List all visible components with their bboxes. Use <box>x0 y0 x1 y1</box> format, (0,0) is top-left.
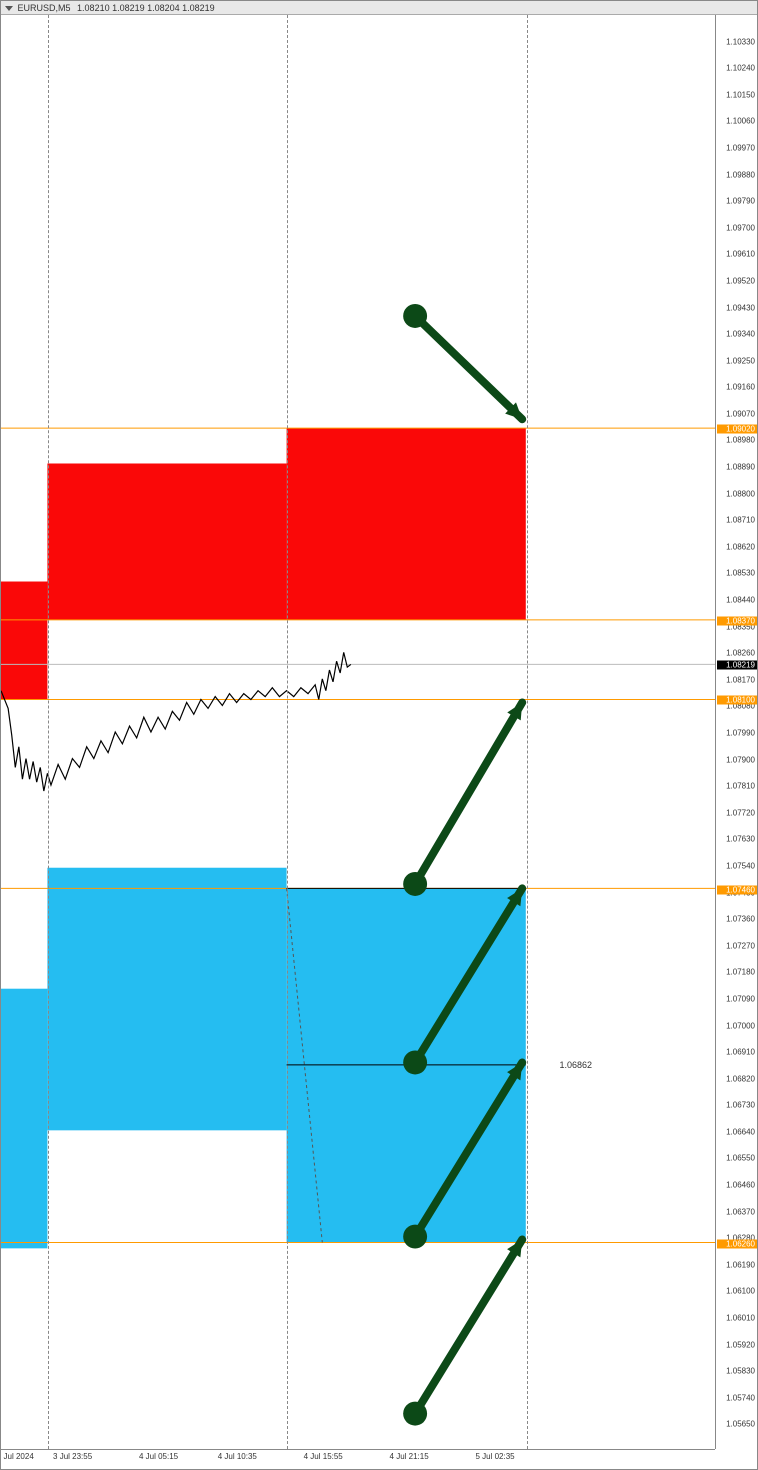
y-tick-label: 1.07180 <box>726 968 755 977</box>
y-axis: 1.10330 1.10240 1.10150 1.10060 1.09970 1.098… <box>715 15 757 1449</box>
y-tick-label: 1.09700 <box>726 223 755 232</box>
y-tick-label: 1.05920 <box>726 1340 755 1349</box>
y-tick-label: 1.06730 <box>726 1101 755 1110</box>
price-tag: 1.08219 <box>717 661 757 670</box>
x-tick-label: 5 Jul 02:35 <box>475 1452 514 1461</box>
y-tick-label: 1.09340 <box>726 330 755 339</box>
y-tick-label: 1.07270 <box>726 941 755 950</box>
x-axis: 3 Jul 2024 3 Jul 23:55 4 Jul 05:15 4 Jul 10… <box>1 1449 715 1469</box>
y-tick-label: 1.09790 <box>726 197 755 206</box>
y-tick-label: 1.08530 <box>726 569 755 578</box>
y-tick-label: 1.10330 <box>726 37 755 46</box>
grid-vertical <box>287 15 288 1449</box>
y-tick-label: 1.06100 <box>726 1287 755 1296</box>
y-tick-label: 1.10240 <box>726 64 755 73</box>
y-tick-label: 1.09520 <box>726 276 755 285</box>
chart-svg <box>1 15 715 1449</box>
y-tick-label: 1.05740 <box>726 1393 755 1402</box>
y-tick-label: 1.06640 <box>726 1127 755 1136</box>
y-tick-label: 1.06820 <box>726 1074 755 1083</box>
y-tick-label: 1.05650 <box>726 1420 755 1429</box>
y-tick-label: 1.05830 <box>726 1367 755 1376</box>
y-tick-label: 1.06460 <box>726 1181 755 1190</box>
ohlc-label: 1.08210 1.08219 1.08204 1.08219 <box>77 3 215 13</box>
chart-annotation-label: 1.06862 <box>559 1060 592 1070</box>
y-tick-label: 1.07540 <box>726 861 755 870</box>
y-tick-label: 1.09970 <box>726 143 755 152</box>
symbol-dropdown-icon[interactable] <box>5 6 13 11</box>
price-tag: 1.08100 <box>717 696 757 705</box>
y-tick-label: 1.10150 <box>726 90 755 99</box>
y-tick-label: 1.06550 <box>726 1154 755 1163</box>
x-tick-label: 4 Jul 10:35 <box>218 1452 257 1461</box>
y-tick-label: 1.07720 <box>726 808 755 817</box>
y-tick-label: 1.07000 <box>726 1021 755 1030</box>
y-tick-label: 1.07360 <box>726 915 755 924</box>
symbol-label: EURUSD,M5 <box>18 3 71 13</box>
y-tick-label: 1.08800 <box>726 489 755 498</box>
y-tick-label: 1.06190 <box>726 1260 755 1269</box>
chart-container: EURUSD,M5 1.08210 1.08219 1.08204 1.0821… <box>0 0 758 1470</box>
price-tag: 1.07460 <box>717 885 757 894</box>
y-tick-label: 1.06370 <box>726 1207 755 1216</box>
y-tick-label: 1.08980 <box>726 436 755 445</box>
x-tick-label: 4 Jul 15:55 <box>304 1452 343 1461</box>
y-tick-label: 1.08890 <box>726 463 755 472</box>
y-tick-label: 1.10060 <box>726 117 755 126</box>
chart-header: EURUSD,M5 1.08210 1.08219 1.08204 1.0821… <box>1 1 757 15</box>
price-tag: 1.08370 <box>717 616 757 625</box>
y-tick-label: 1.08710 <box>726 516 755 525</box>
y-tick-label: 1.07810 <box>726 782 755 791</box>
y-tick-label: 1.07090 <box>726 994 755 1003</box>
y-tick-label: 1.07630 <box>726 835 755 844</box>
y-tick-label: 1.09160 <box>726 383 755 392</box>
y-tick-label: 1.09070 <box>726 409 755 418</box>
price-tag: 1.06260 <box>717 1240 757 1249</box>
y-tick-label: 1.09880 <box>726 170 755 179</box>
y-tick-label: 1.07990 <box>726 729 755 738</box>
y-tick-label: 1.09250 <box>726 356 755 365</box>
y-tick-label: 1.08440 <box>726 596 755 605</box>
price-tag: 1.09020 <box>717 424 757 433</box>
y-tick-label: 1.08620 <box>726 542 755 551</box>
y-tick-label: 1.08170 <box>726 675 755 684</box>
x-tick-label: 4 Jul 05:15 <box>139 1452 178 1461</box>
y-tick-label: 1.09610 <box>726 250 755 259</box>
y-tick-label: 1.09430 <box>726 303 755 312</box>
plot-area[interactable]: 1.06862 <box>1 15 715 1449</box>
grid-vertical <box>48 15 49 1449</box>
y-tick-label: 1.06910 <box>726 1048 755 1057</box>
y-tick-label: 1.06010 <box>726 1314 755 1323</box>
grid-vertical <box>527 15 528 1449</box>
x-tick-label: 3 Jul 23:55 <box>53 1452 92 1461</box>
x-tick-label: 3 Jul 2024 <box>0 1452 34 1461</box>
y-tick-label: 1.07900 <box>726 755 755 764</box>
y-tick-label: 1.08260 <box>726 649 755 658</box>
x-tick-label: 4 Jul 21:15 <box>390 1452 429 1461</box>
